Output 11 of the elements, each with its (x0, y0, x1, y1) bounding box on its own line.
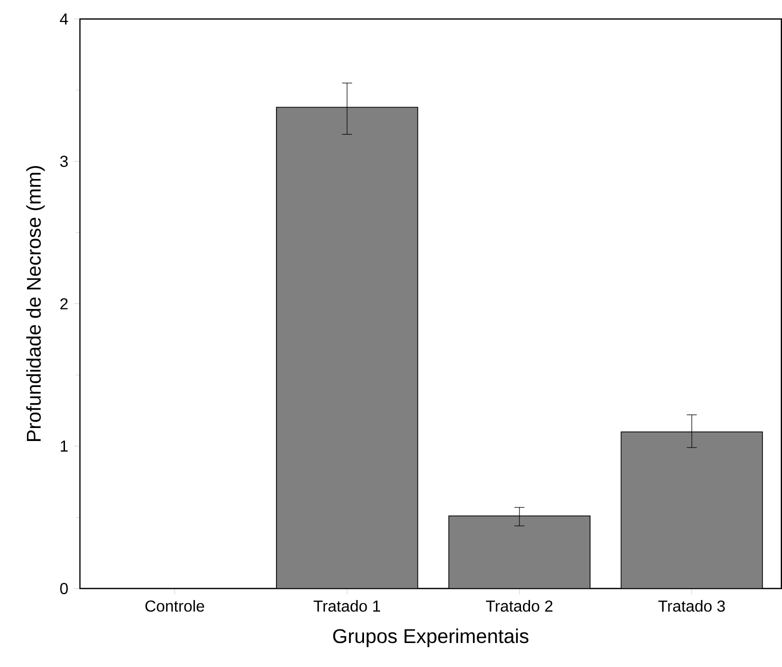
x-tick-label: Tratado 3 (658, 600, 725, 612)
x-tick-label: Tratado 1 (314, 600, 380, 612)
x-axis-title: Grupos Experimentais (333, 628, 528, 647)
y-tick-label: 3 (60, 155, 68, 167)
y-tick-label: 1 (60, 440, 68, 452)
y-tick-label: 4 (60, 13, 68, 24)
y-tick-label: 2 (60, 298, 68, 310)
y-tick-label: 0 (60, 582, 68, 594)
y-axis-title: Profundidade de Necrose (mm) (26, 166, 45, 441)
x-tick-label: Tratado 2 (486, 600, 552, 612)
x-tick-label: Controle (145, 600, 204, 612)
